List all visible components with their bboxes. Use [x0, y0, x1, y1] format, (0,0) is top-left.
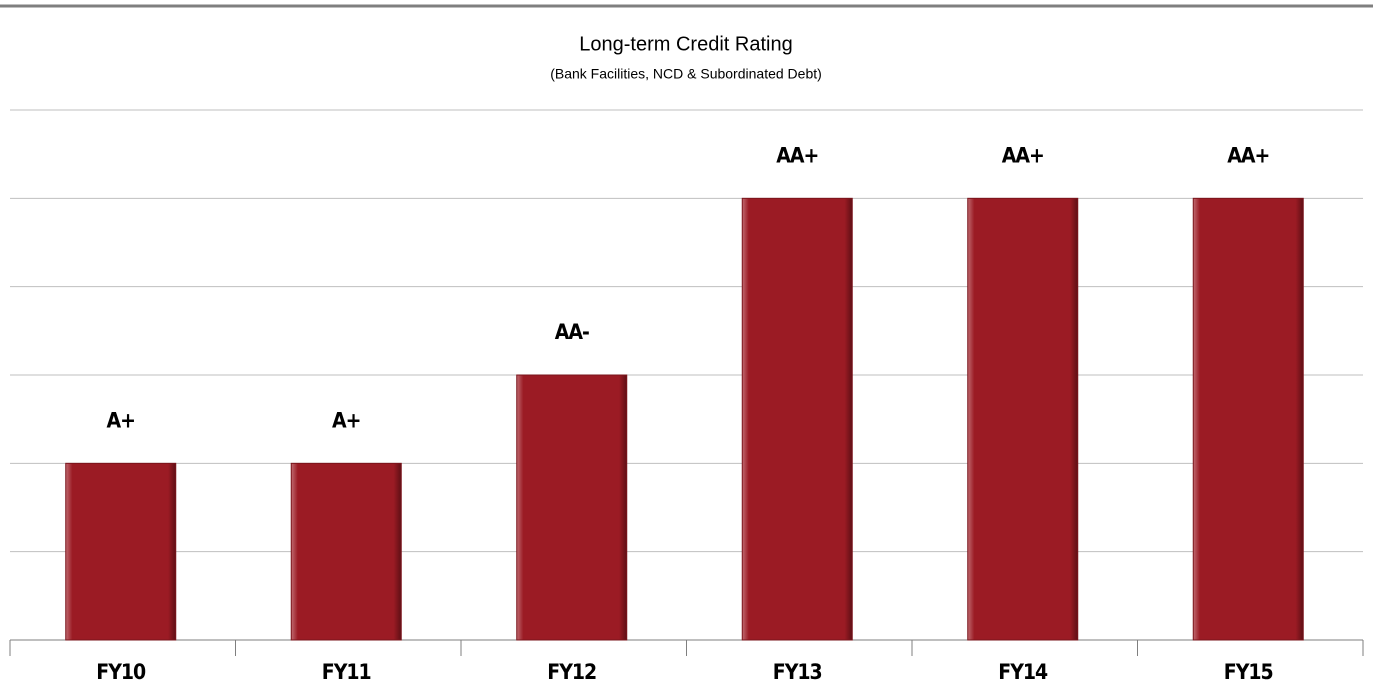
value-label: A+ [107, 408, 135, 432]
bar [1192, 197, 1304, 641]
value-label: AA- [555, 320, 589, 344]
x-tick-label: FY12 [547, 660, 596, 684]
x-tick-label: FY10 [96, 660, 146, 684]
x-tick-label: FY13 [773, 660, 822, 684]
x-tick-label: FY11 [322, 660, 371, 684]
value-label: AA+ [1227, 143, 1269, 167]
value-label: AA+ [776, 143, 818, 167]
x-tick-label: FY14 [998, 660, 1048, 684]
bar [290, 462, 402, 641]
value-label: AA+ [1002, 143, 1044, 167]
bar [741, 197, 853, 641]
value-label: A+ [332, 408, 360, 432]
x-tick-label: FY15 [1224, 660, 1273, 684]
bar [65, 462, 177, 641]
bar [516, 374, 628, 641]
chart-subtitle: (Bank Facilities, NCD & Subordinated Deb… [550, 66, 822, 82]
chart-title: Long-term Credit Rating [579, 33, 792, 55]
bar [967, 197, 1079, 641]
